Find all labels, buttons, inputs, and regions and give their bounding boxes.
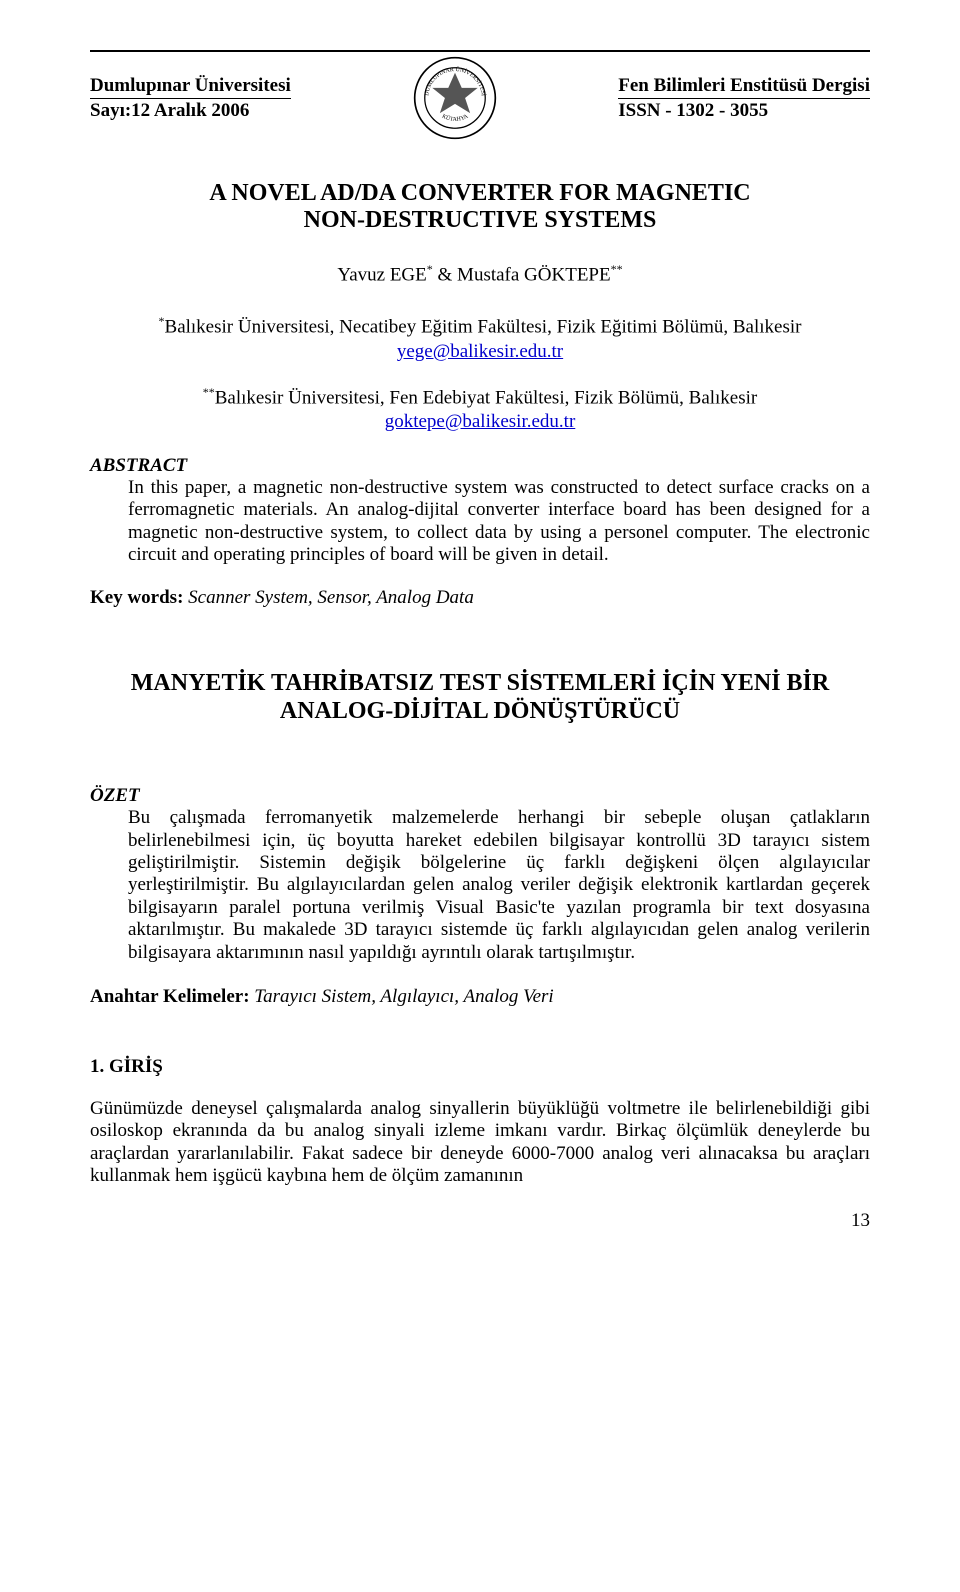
journal-header: Dumlupınar Üniversitesi Sayı:12 Aralık 2…	[90, 50, 870, 140]
ozet-label: ÖZET	[90, 785, 870, 807]
keywords-label: Key words:	[90, 587, 183, 608]
anahtar-value: Tarayıcı Sistem, Algılayıcı, Analog Veri	[250, 986, 554, 1007]
anahtar-label: Anahtar Kelimeler:	[90, 986, 250, 1007]
title-tr: MANYETİK TAHRİBATSIZ TEST SİSTEMLERİ İÇİ…	[90, 669, 870, 726]
authors: Yavuz EGE* & Mustafa GÖKTEPE**	[90, 262, 870, 286]
keywords: Key words: Scanner System, Sensor, Analo…	[90, 587, 870, 609]
issn: ISSN - 1302 - 3055	[618, 100, 768, 122]
abstract-body: In this paper, a magnetic non-destructiv…	[128, 477, 870, 567]
giris-body: Günümüzde deneysel çalışmalarda analog s…	[90, 1098, 870, 1188]
abstract-label: ABSTRACT	[90, 455, 870, 477]
header-left: Dumlupınar Üniversitesi Sayı:12 Aralık 2…	[90, 75, 291, 122]
giris-heading: 1. GİRİŞ	[90, 1056, 870, 1078]
affiliation-1: *Balıkesir Üniversitesi, Necatibey Eğiti…	[90, 314, 870, 338]
university-logo: DUMLUPINAR ÜNİVERSİTESİ KÜTAHYA	[413, 56, 497, 140]
journal-name: Fen Bilimleri Enstitüsü Dergisi	[618, 75, 870, 99]
anahtar-kelimeler: Anahtar Kelimeler: Tarayıcı Sistem, Algı…	[90, 986, 870, 1008]
issue-date: Sayı:12 Aralık 2006	[90, 100, 249, 122]
title-en-line1: A NOVEL AD/DA CONVERTER FOR MAGNETIC	[90, 180, 870, 207]
email-2[interactable]: goktepe@balikesir.edu.tr	[90, 411, 870, 433]
affiliation-2: **Balıkesir Üniversitesi, Fen Edebiyat F…	[90, 385, 870, 409]
keywords-value: Scanner System, Sensor, Analog Data	[183, 587, 473, 608]
ozet-body: Bu çalışmada ferromanyetik malzemelerde …	[128, 807, 870, 964]
page-number: 13	[90, 1210, 870, 1232]
title-en-line2: NON-DESTRUCTIVE SYSTEMS	[90, 207, 870, 234]
header-right: Fen Bilimleri Enstitüsü Dergisi ISSN - 1…	[618, 75, 870, 122]
email-1[interactable]: yege@balikesir.edu.tr	[90, 341, 870, 363]
university-name: Dumlupınar Üniversitesi	[90, 75, 291, 99]
